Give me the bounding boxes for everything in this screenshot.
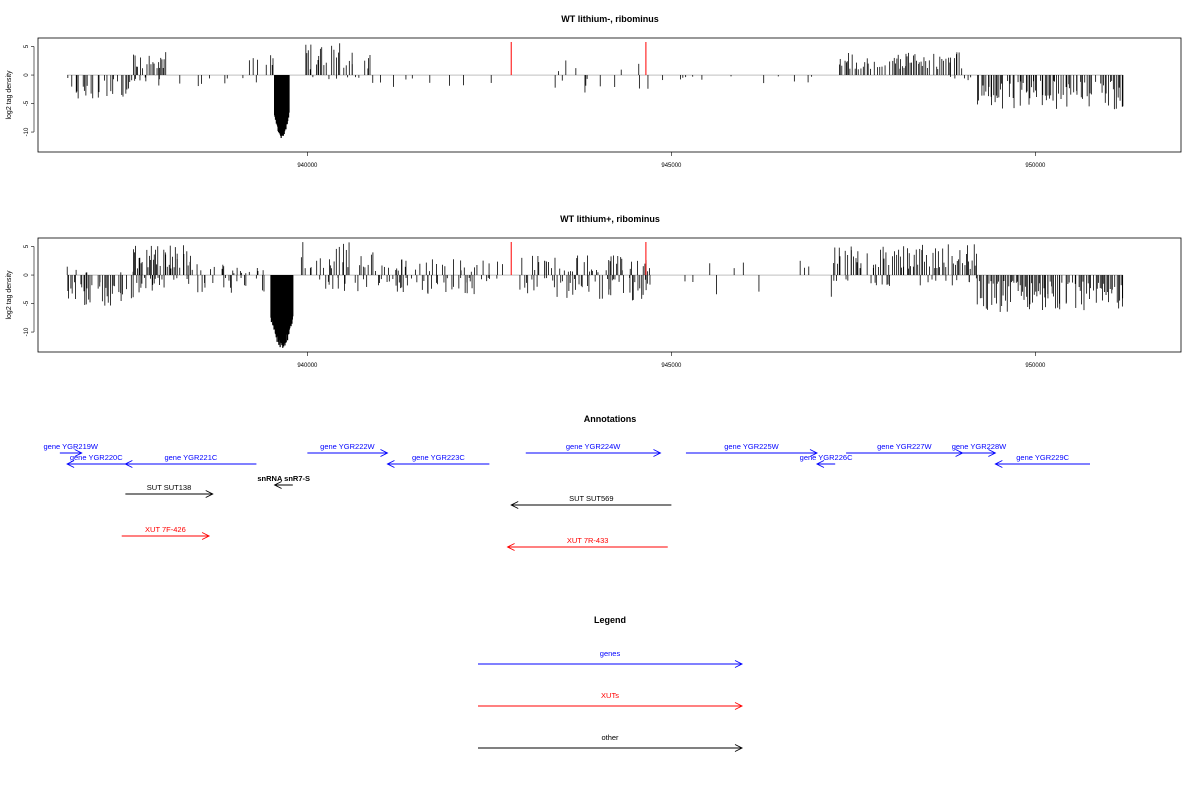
x-tick-label: 950000 xyxy=(1025,163,1046,169)
arrowhead xyxy=(988,449,997,457)
arrowhead xyxy=(66,460,75,468)
feature-arrow: gene YGR223C xyxy=(386,453,490,468)
arrowhead xyxy=(815,460,825,468)
feature-label: XUT 7R-433 xyxy=(567,536,609,545)
arrowhead xyxy=(386,460,395,468)
legend-item: other xyxy=(478,733,744,752)
panel-title: WT lithium-, ribominus xyxy=(561,14,659,24)
feature-arrow: gene YGR221C xyxy=(124,453,257,468)
feature-arrow: gene YGR222W xyxy=(307,442,389,457)
feature-label: gene YGR223C xyxy=(412,453,465,462)
feature-label: SUT SUT569 xyxy=(569,494,613,503)
y-tick-label: 5 xyxy=(24,44,30,48)
feature-arrow: SUT SUT138 xyxy=(125,483,214,498)
feature-label: gene YGR227W xyxy=(877,442,932,451)
feature-label: SUT SUT138 xyxy=(147,483,191,492)
y-tick-label: -10 xyxy=(24,127,30,136)
arrowhead xyxy=(809,449,818,457)
arrowhead xyxy=(273,481,282,489)
x-tick-label: 945000 xyxy=(661,363,682,369)
x-tick-label: 940000 xyxy=(297,363,318,369)
panel-lithium-plus: WT lithium+, ribominus log2 tag density … xyxy=(6,214,1182,369)
y-tick-label: -10 xyxy=(24,327,30,336)
legend-items: genes XUTs other xyxy=(478,649,744,752)
x-tick-label: 945000 xyxy=(661,163,682,169)
feature-label: gene YGR221C xyxy=(164,453,217,462)
arrowhead xyxy=(734,702,744,710)
y-tick-label: 0 xyxy=(24,73,30,77)
legend-item: XUTs xyxy=(478,691,744,710)
y-tick-label: -5 xyxy=(24,300,30,306)
legend-label: genes xyxy=(600,649,621,658)
x-ticks: 940000 945000 950000 xyxy=(297,352,1046,369)
feature-label: snRNA snR7-S xyxy=(257,474,310,483)
y-tick-label: 5 xyxy=(24,244,30,248)
annotation-features: gene YGR219W gene YGR220C gene YGR221C gene… xyxy=(44,442,1090,551)
feature-label: gene YGR220C xyxy=(70,453,123,462)
feature-label: gene YGR225W xyxy=(724,442,779,451)
annotations-title: Annotations xyxy=(584,414,637,424)
bars xyxy=(66,241,1124,348)
legend-item: genes xyxy=(478,649,744,668)
legend-title: Legend xyxy=(594,615,626,625)
arrowhead xyxy=(201,532,211,540)
feature-label: gene YGR229C xyxy=(1016,453,1069,462)
y-ticks: 5 0 -5 -10 xyxy=(24,44,35,136)
bars xyxy=(67,41,1124,139)
legend: Legend genes XUTs other xyxy=(478,615,744,752)
arrowhead xyxy=(994,460,1003,468)
y-axis-label: log2 tag density xyxy=(6,70,13,120)
feature-label: XUT 7F-426 xyxy=(145,525,186,534)
y-ticks: 5 0 -5 -10 xyxy=(24,244,35,336)
feature-arrow: SUT SUT569 xyxy=(510,494,672,509)
plot-frame xyxy=(37,37,1182,153)
arrowhead xyxy=(380,449,389,457)
feature-label: gene YGR224W xyxy=(566,442,621,451)
feature-arrow: XUT 7F-426 xyxy=(121,525,211,540)
arrowhead xyxy=(734,660,744,668)
arrowhead xyxy=(205,490,214,498)
arrowhead xyxy=(653,449,662,457)
y-tick-label: 0 xyxy=(24,273,30,277)
arrowhead xyxy=(510,501,519,509)
feature-label: gene YGR228W xyxy=(952,442,1007,451)
feature-label: gene YGR219W xyxy=(44,442,99,451)
y-tick-label: -5 xyxy=(24,100,30,106)
feature-arrow: gene YGR224W xyxy=(525,442,662,457)
arrowhead xyxy=(506,543,515,551)
feature-arrow: gene YGR228W xyxy=(952,442,1007,457)
arrowhead xyxy=(124,460,133,468)
arrowhead xyxy=(74,449,83,457)
panel-title: WT lithium+, ribominus xyxy=(560,214,660,224)
plot-frame xyxy=(37,237,1182,353)
y-axis-label: log2 tag density xyxy=(6,270,13,320)
feature-arrow: gene YGR229C xyxy=(994,453,1090,468)
feature-arrow: gene YGR220C xyxy=(66,453,126,468)
arrowhead xyxy=(734,744,744,752)
x-ticks: 940000 945000 950000 xyxy=(297,152,1046,169)
feature-arrow: gene YGR226C xyxy=(800,453,853,468)
x-tick-label: 940000 xyxy=(297,163,318,169)
feature-arrow: gene YGR227W xyxy=(846,442,964,457)
x-tick-label: 950000 xyxy=(1025,363,1046,369)
feature-arrow: gene YGR225W xyxy=(685,442,818,457)
legend-label: other xyxy=(601,733,619,742)
panel-lithium-minus: WT lithium-, ribominus log2 tag density … xyxy=(6,14,1182,169)
feature-arrow: XUT 7R-433 xyxy=(506,536,668,551)
feature-arrow: gene YGR219W xyxy=(44,442,99,457)
feature-arrow: snRNA snR7-S xyxy=(257,474,310,489)
legend-label: XUTs xyxy=(601,691,619,700)
feature-label: gene YGR222W xyxy=(320,442,375,451)
feature-label: gene YGR226C xyxy=(800,453,853,462)
